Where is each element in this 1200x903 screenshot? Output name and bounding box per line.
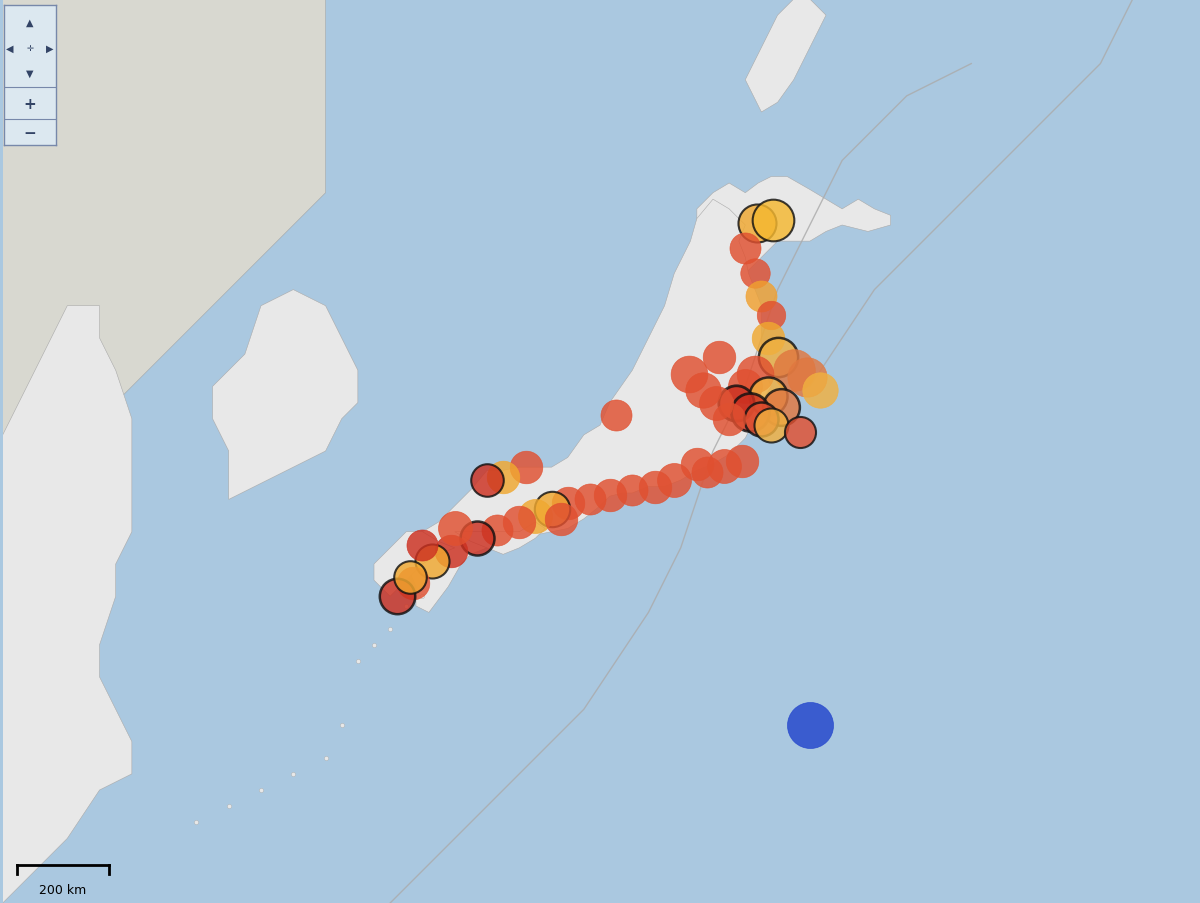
Text: +: + bbox=[24, 97, 36, 112]
Text: ▲: ▲ bbox=[26, 18, 34, 28]
Point bbox=[745, 367, 764, 381]
Polygon shape bbox=[455, 523, 545, 554]
Point bbox=[468, 531, 487, 545]
Polygon shape bbox=[2, 0, 325, 516]
Text: ▼: ▼ bbox=[26, 69, 34, 79]
Point bbox=[606, 409, 625, 424]
Point bbox=[752, 412, 772, 426]
Point bbox=[763, 214, 782, 228]
Point bbox=[762, 418, 781, 433]
Point bbox=[400, 570, 419, 584]
Point bbox=[510, 516, 529, 530]
Point bbox=[736, 241, 755, 256]
Polygon shape bbox=[2, 306, 132, 903]
Point bbox=[715, 459, 734, 473]
Point bbox=[762, 309, 781, 323]
Polygon shape bbox=[407, 200, 772, 613]
Point bbox=[679, 367, 698, 381]
Point bbox=[810, 383, 829, 397]
Point bbox=[752, 290, 772, 304]
Point bbox=[516, 461, 535, 475]
Point bbox=[732, 454, 751, 469]
Point bbox=[422, 554, 442, 568]
Point bbox=[646, 479, 665, 494]
Polygon shape bbox=[374, 532, 455, 597]
Text: 200 km: 200 km bbox=[40, 883, 86, 896]
Text: ✛: ✛ bbox=[26, 44, 34, 52]
Point bbox=[758, 389, 778, 404]
Text: −: − bbox=[24, 126, 36, 141]
Point bbox=[442, 545, 461, 559]
Point bbox=[413, 538, 432, 553]
Point bbox=[478, 473, 497, 488]
Point bbox=[600, 488, 619, 502]
Point bbox=[623, 483, 642, 498]
Point bbox=[694, 383, 713, 397]
Point bbox=[745, 267, 764, 282]
Point bbox=[768, 350, 787, 365]
Point bbox=[746, 217, 766, 231]
Point bbox=[720, 412, 739, 426]
Point bbox=[758, 331, 778, 346]
Point bbox=[487, 524, 506, 538]
Point bbox=[707, 396, 726, 410]
Point bbox=[800, 719, 820, 733]
Point bbox=[403, 576, 422, 591]
Point bbox=[552, 512, 571, 526]
Point bbox=[688, 457, 707, 471]
Point bbox=[445, 522, 464, 536]
Polygon shape bbox=[745, 0, 826, 113]
Point bbox=[665, 473, 684, 488]
Point bbox=[784, 364, 803, 378]
Point bbox=[710, 350, 730, 365]
Polygon shape bbox=[697, 177, 890, 275]
Point bbox=[386, 590, 406, 604]
Point bbox=[736, 380, 755, 395]
Point bbox=[493, 470, 512, 485]
Point bbox=[726, 396, 745, 410]
Polygon shape bbox=[212, 290, 358, 500]
Text: ◀: ◀ bbox=[6, 43, 13, 53]
Point bbox=[697, 465, 716, 479]
Point bbox=[797, 370, 816, 385]
Point bbox=[740, 405, 760, 420]
Point bbox=[558, 496, 577, 510]
Point bbox=[542, 502, 562, 517]
Point bbox=[772, 401, 791, 415]
Point bbox=[791, 425, 810, 440]
Point bbox=[581, 493, 600, 507]
Text: ▶: ▶ bbox=[47, 43, 54, 53]
Point bbox=[526, 508, 545, 523]
